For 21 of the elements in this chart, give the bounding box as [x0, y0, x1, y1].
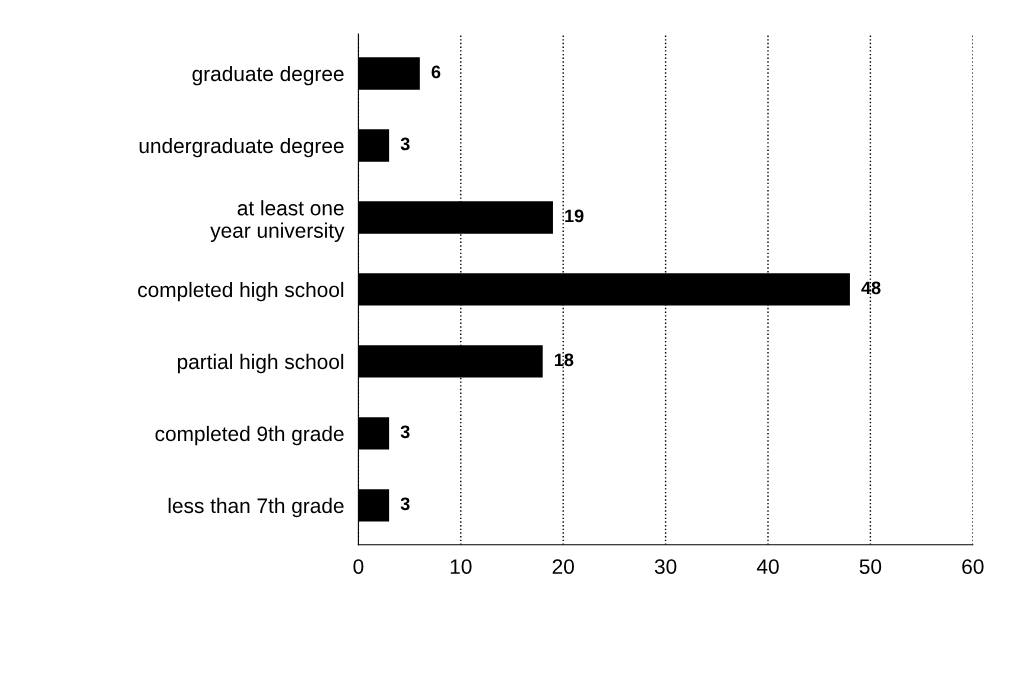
- x-tick-label: 60: [962, 559, 984, 574]
- x-tick-label: 30: [654, 559, 677, 574]
- y-tick-label: partial high school: [177, 353, 344, 374]
- data-label: 3: [400, 425, 410, 439]
- data-label: 19: [565, 209, 584, 223]
- data-label: 18: [554, 353, 574, 367]
- y-tick-label: completed 9th grade: [155, 425, 344, 446]
- y-tick-label: graduate degree: [192, 65, 344, 86]
- data-label: 6: [431, 65, 441, 79]
- y-tick-label: completed high school: [138, 281, 344, 302]
- y-tick-label: at least one year university: [210, 200, 345, 243]
- x-tick-label: 10: [450, 559, 472, 574]
- data-label: 3: [400, 497, 410, 511]
- y-tick-label: less than 7th grade: [168, 497, 344, 518]
- y-tick-label: undergraduate degree: [139, 137, 344, 158]
- data-label: 3: [400, 137, 410, 151]
- x-tick-label: 40: [756, 559, 779, 574]
- data-label: 48: [861, 281, 881, 295]
- x-tick-label: 20: [552, 559, 574, 574]
- x-tick-label: 0: [353, 559, 364, 574]
- x-tick-label: 50: [859, 559, 882, 574]
